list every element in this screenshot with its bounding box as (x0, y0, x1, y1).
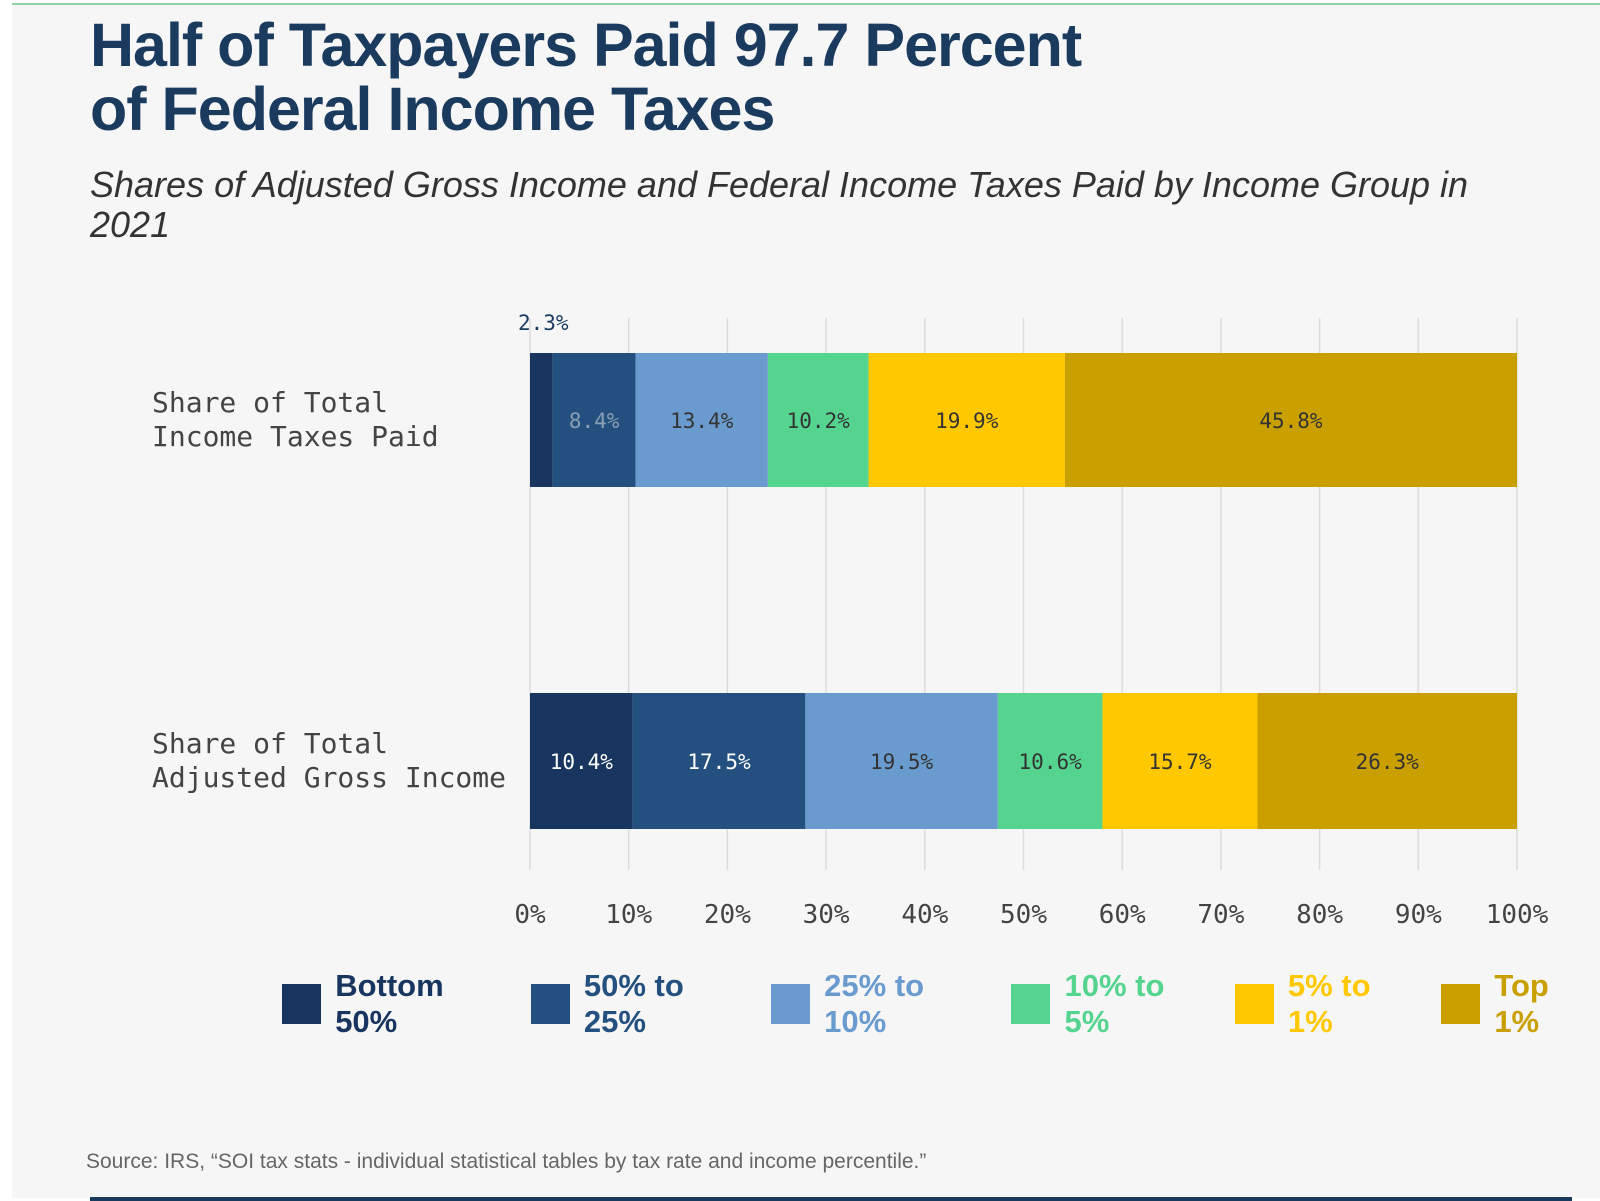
legend-item: 5% to 1% (1234, 968, 1421, 1040)
x-tick-label: 80% (1296, 900, 1343, 930)
chart-page: Half of Taxpayers Paid 97.7 Percent of F… (12, 3, 1600, 1201)
category-label: Income Taxes Paid (152, 420, 439, 453)
category-label: Share of Total (152, 386, 388, 419)
category-label: Adjusted Gross Income (152, 761, 506, 794)
legend-item: Top 1% (1441, 968, 1600, 1040)
legend-swatch (282, 984, 322, 1024)
legend-swatch (530, 984, 570, 1024)
legend-label: 25% to 10% (824, 968, 925, 1039)
legend-swatch (1234, 984, 1274, 1024)
x-tick-label: 90% (1395, 900, 1442, 930)
footer-bar (90, 1197, 1572, 1201)
data-label: 8.4% (569, 409, 620, 433)
title-line-1: Half of Taxpayers Paid 97.7 Percent (90, 11, 1082, 79)
bar-segment (997, 693, 1103, 829)
legend-swatch (1441, 984, 1481, 1024)
x-tick-label: 50% (1000, 900, 1047, 930)
legend-label: 50% to 25% (583, 968, 684, 1039)
data-label: 10.2% (787, 409, 851, 433)
bar-segment (1064, 353, 1517, 487)
legend-swatch (770, 984, 811, 1024)
x-tick-label: 100% (1486, 900, 1549, 930)
data-label: 13.4% (670, 409, 734, 433)
title-line-2: of Federal Income Taxes (90, 75, 775, 143)
category-label: Share of Total (152, 727, 388, 760)
bar-segment (1102, 693, 1258, 829)
x-tick-label: 60% (1099, 900, 1146, 930)
legend-label: Top 1% (1494, 968, 1549, 1039)
bar-segment (530, 353, 553, 487)
x-tick-label: 70% (1197, 900, 1244, 930)
legend-item: Bottom 50% (282, 968, 511, 1040)
legend-label: 10% to 5% (1064, 968, 1165, 1039)
data-label: 26.3% (1356, 750, 1420, 774)
legend-item: 25% to 10% (770, 968, 991, 1040)
legend-swatch (1011, 984, 1051, 1024)
bar-segment (868, 353, 1065, 487)
bar-segment (767, 353, 869, 487)
bar-segment (552, 353, 636, 487)
source-note: Source: IRS, “SOI tax stats - individual… (86, 1150, 927, 1173)
data-label: 19.9% (935, 409, 999, 433)
data-label: 19.5% (870, 750, 934, 774)
data-label: 10.6% (1019, 750, 1083, 774)
x-tick-label: 20% (704, 900, 751, 930)
legend: Bottom 50% 50% to 25% 25% to 10% 10% to 5% 5… (282, 968, 1600, 1040)
data-label: 15.7% (1148, 750, 1212, 774)
data-label: 10.4% (550, 750, 614, 774)
legend-item: 10% to 5% (1011, 968, 1214, 1040)
data-label: 2.3% (518, 311, 569, 335)
bar-segment (632, 693, 806, 829)
bar-segment (1257, 693, 1517, 829)
chart-subtitle: Shares of Adjusted Gross Income and Fede… (90, 164, 1469, 245)
bar-segment (635, 353, 768, 487)
bar-segment (530, 693, 633, 829)
chart-title: Half of Taxpayers Paid 97.7 Percent of F… (90, 11, 1082, 143)
x-tick-label: 40% (901, 900, 948, 930)
x-tick-label: 30% (803, 900, 850, 930)
bar-segment (805, 693, 998, 829)
legend-label: 5% to 1% (1287, 968, 1371, 1039)
legend-label: Bottom 50% (335, 968, 444, 1039)
x-tick-label: 10% (605, 900, 652, 930)
x-tick-label: 0% (514, 900, 546, 930)
data-label: 17.5% (687, 750, 751, 774)
data-label: 45.8% (1259, 409, 1323, 433)
legend-item: 50% to 25% (530, 968, 751, 1040)
